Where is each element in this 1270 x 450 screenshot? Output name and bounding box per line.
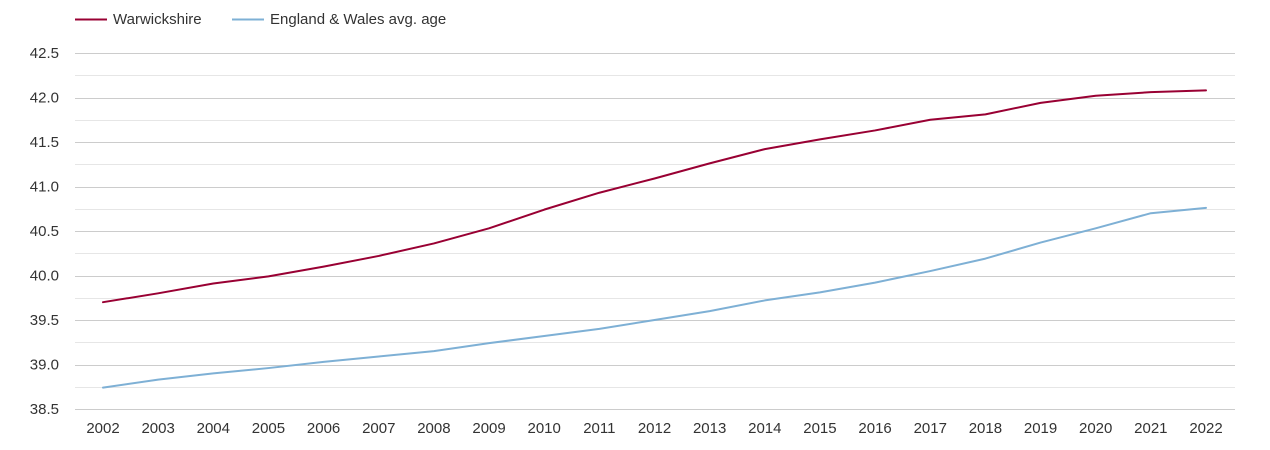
x-tick-label: 2018 — [969, 420, 1002, 437]
x-tick-label: 2015 — [803, 420, 836, 437]
legend-label: England & Wales avg. age — [270, 11, 446, 28]
x-tick-label: 2011 — [583, 420, 615, 437]
legend-label: Warwickshire — [113, 11, 202, 28]
x-tick-label: 2019 — [1024, 420, 1057, 437]
x-tick-label: 2007 — [362, 420, 395, 437]
series-layer — [102, 89, 1207, 389]
x-tick-label: 2003 — [141, 420, 174, 437]
x-tick-label: 2002 — [86, 420, 119, 437]
x-tick-label: 2012 — [638, 420, 671, 437]
x-tick-label: 2008 — [417, 420, 450, 437]
y-tick-label: 39.5 — [30, 312, 59, 329]
x-tick-label: 2009 — [472, 420, 505, 437]
y-tick-label: 42.5 — [30, 45, 59, 62]
x-tick-label: 2016 — [858, 420, 891, 437]
x-tick-label: 2022 — [1189, 420, 1222, 437]
y-tick-label: 40.0 — [30, 268, 59, 285]
x-tick-label: 2020 — [1079, 420, 1112, 437]
x-tick-label: 2010 — [528, 420, 561, 437]
x-tick-label: 2017 — [914, 420, 947, 437]
grid-lines — [75, 53, 1235, 410]
x-tick-label: 2014 — [748, 420, 781, 437]
y-tick-label: 41.5 — [30, 134, 59, 151]
x-tick-label: 2005 — [252, 420, 285, 437]
x-tick-label: 2013 — [693, 420, 726, 437]
x-tick-label: 2004 — [197, 420, 230, 437]
series-line-england-wales — [102, 206, 1207, 389]
series-line-warwickshire — [102, 89, 1207, 304]
y-axis: 38.5 39.0 39.5 40.0 40.5 41.0 41.5 42.0 42.5 — [30, 45, 59, 418]
x-tick-label: 2006 — [307, 420, 340, 437]
x-tick-label: 2021 — [1134, 420, 1167, 437]
x-axis: 2002 2003 2004 2005 2006 2007 2008 2009 2010 2011… — [86, 420, 1222, 437]
y-tick-label: 40.5 — [30, 223, 59, 240]
legend: Warwickshire England & Wales avg. age — [75, 11, 446, 28]
y-tick-label: 38.5 — [30, 401, 59, 418]
y-tick-label: 41.0 — [30, 179, 59, 196]
y-tick-label: 42.0 — [30, 90, 59, 107]
y-tick-label: 39.0 — [30, 357, 59, 374]
